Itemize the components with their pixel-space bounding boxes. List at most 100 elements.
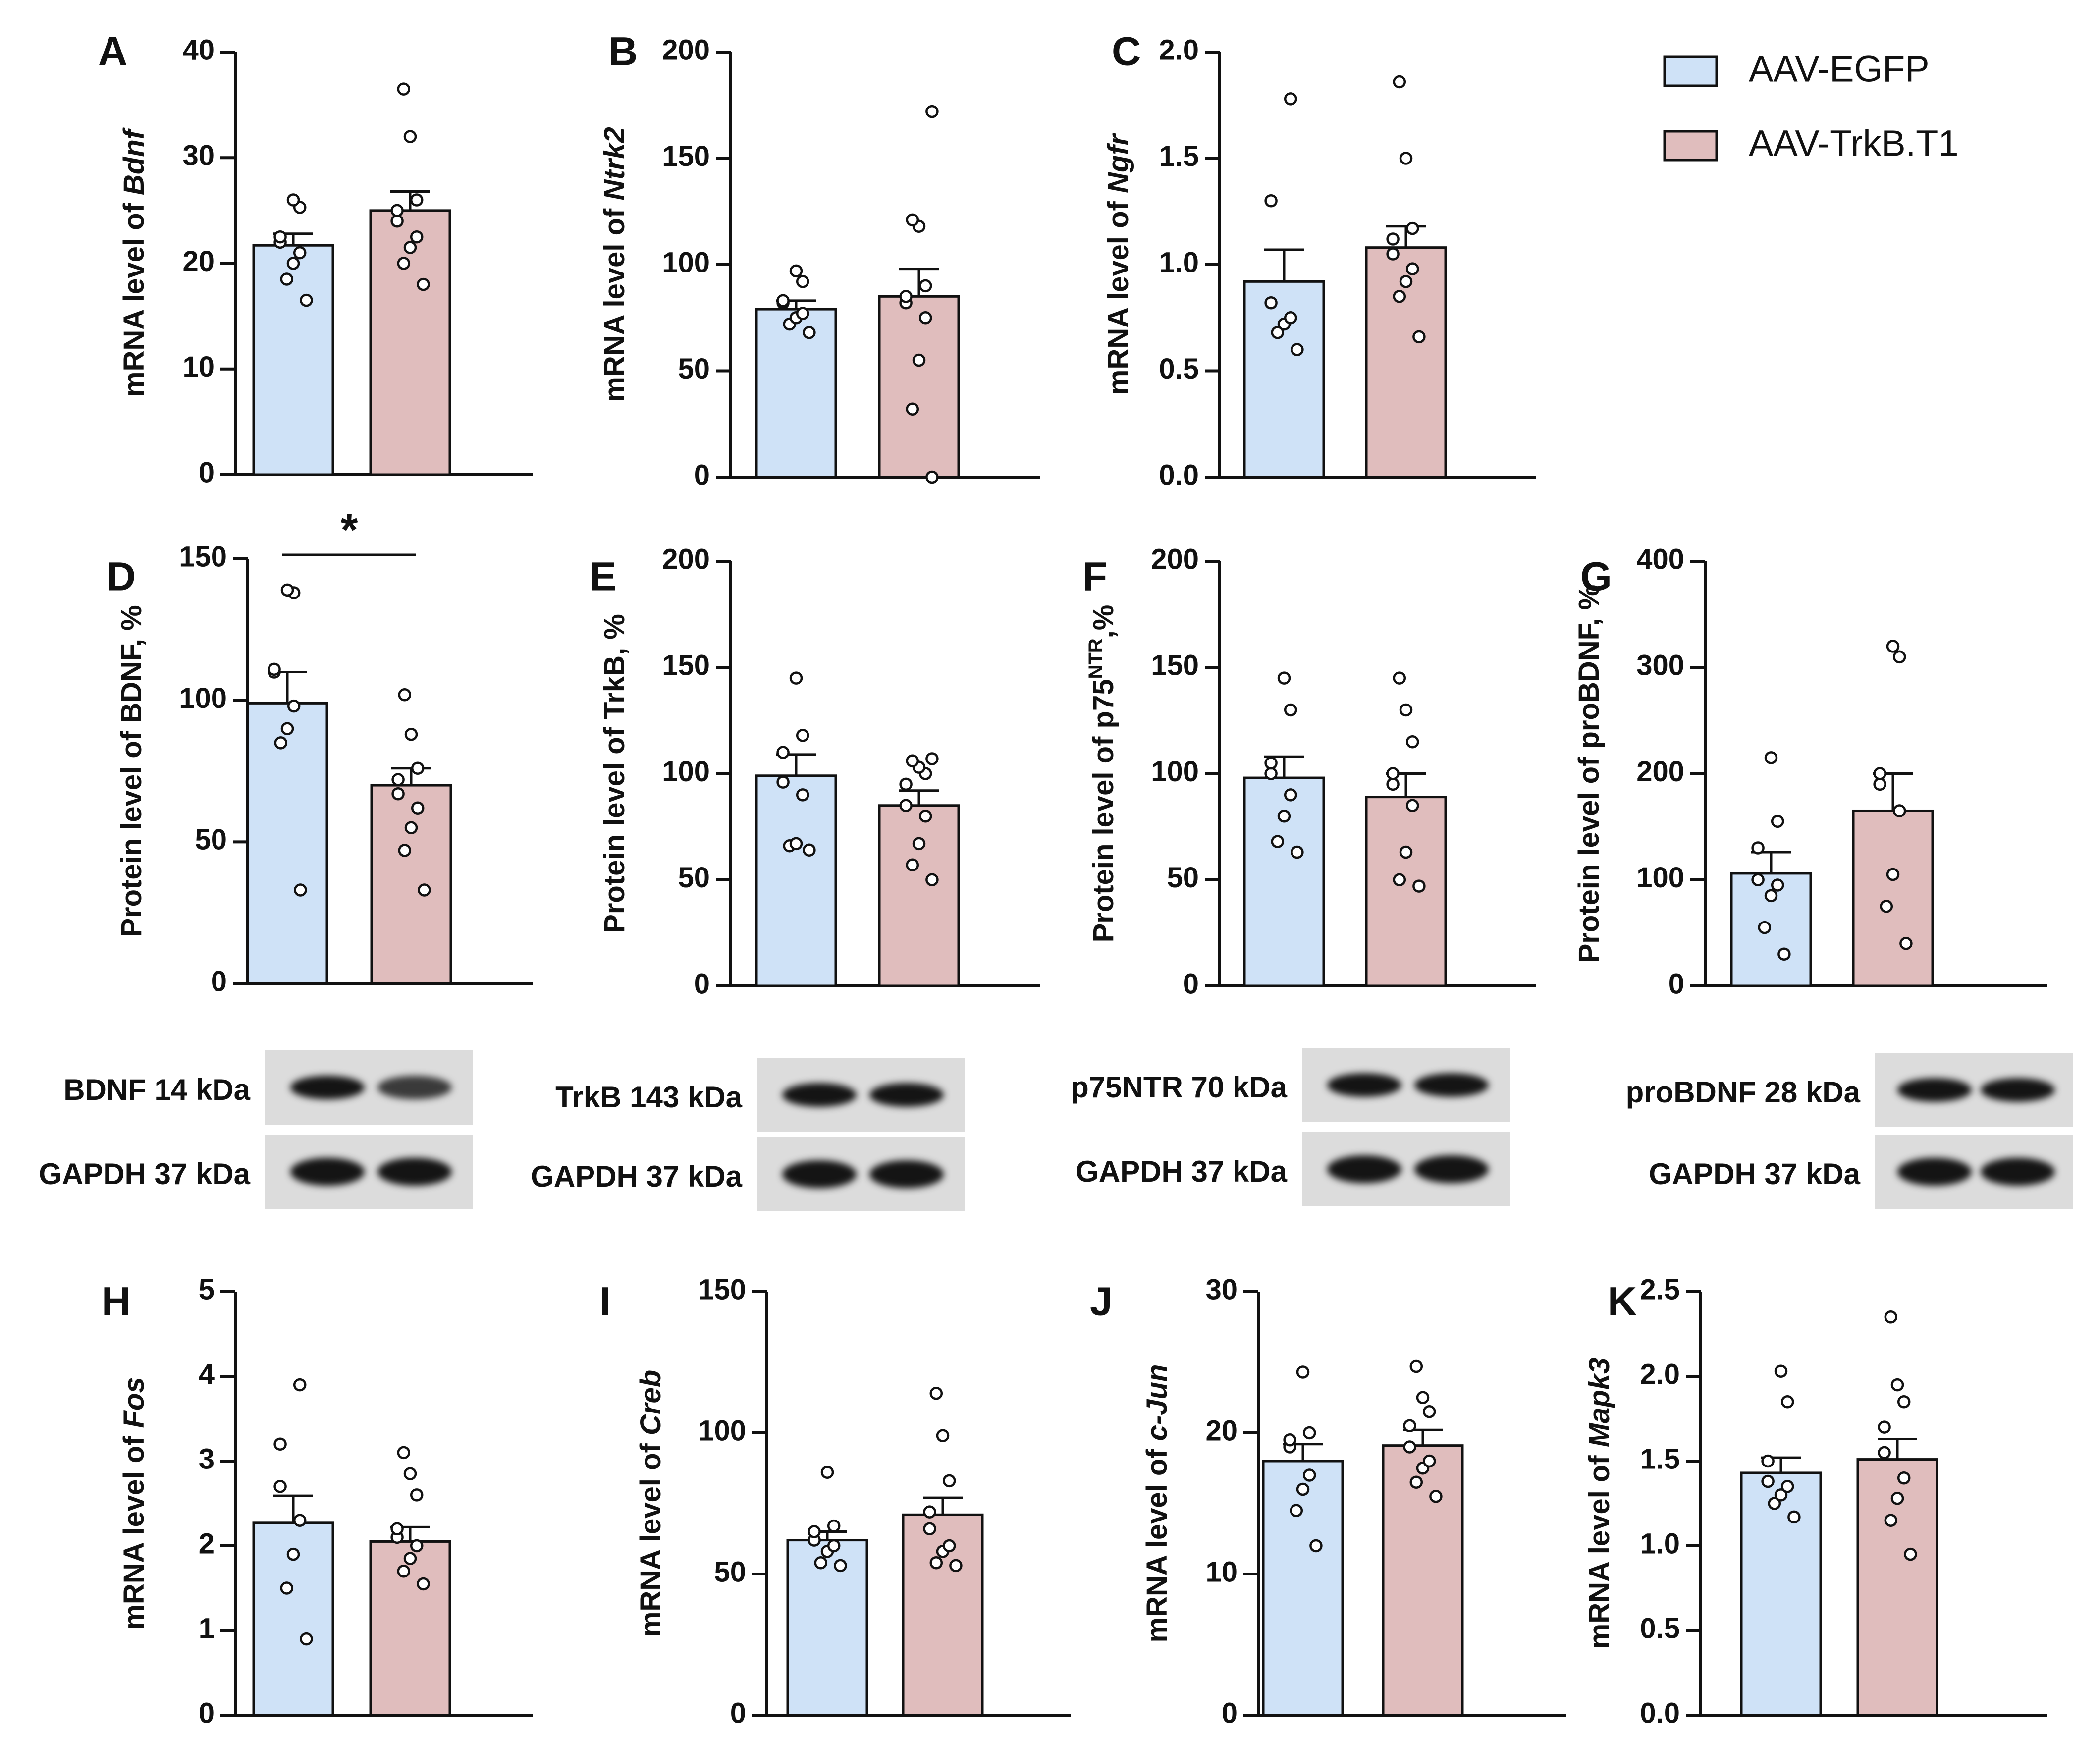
blot-band <box>782 1083 857 1107</box>
panel-h: H 0 1 2 3 4 5 mRNA level of Fos <box>102 1273 533 1729</box>
data-point <box>925 752 939 765</box>
panel-j: J 0 10 20 30 mRNA level of c-Jun <box>1090 1273 1566 1729</box>
data-point <box>1873 767 1886 780</box>
data-point <box>411 801 425 815</box>
blot-strip-bdnf-target <box>265 1050 473 1125</box>
y-tick-label: 0 <box>1222 1697 1238 1729</box>
y-label-post: ,% <box>1087 605 1120 639</box>
blot-band <box>377 1158 452 1186</box>
blot-band <box>1327 1155 1401 1183</box>
data-point <box>1393 671 1406 685</box>
data-point <box>1892 804 1906 817</box>
data-point <box>899 290 913 303</box>
bar-trkb <box>902 1513 984 1717</box>
data-point <box>390 1522 404 1536</box>
data-point <box>397 1446 411 1460</box>
data-point <box>1884 1514 1898 1527</box>
y-tick-label: 1.0 <box>1159 246 1199 278</box>
bar-trkb <box>878 295 960 479</box>
y-tick-label: 50 <box>678 353 710 385</box>
blot-band <box>782 1160 857 1188</box>
y-tick-label: 0 <box>694 968 710 1000</box>
blot-band <box>1327 1073 1401 1097</box>
data-point <box>925 470 939 484</box>
y-tick-label: 40 <box>182 34 215 66</box>
blot-band <box>290 1158 365 1186</box>
data-point <box>796 729 809 742</box>
data-point <box>300 1632 313 1646</box>
data-point <box>789 671 803 685</box>
data-point <box>803 326 816 339</box>
data-point <box>1897 1395 1911 1409</box>
data-point <box>1403 1419 1416 1432</box>
data-point <box>827 1519 841 1533</box>
y-axis-label: mRNA level of Fos <box>118 1377 150 1629</box>
data-point <box>820 1466 834 1479</box>
legend-label: AAV-EGFP <box>1749 49 1930 90</box>
y-tick-label: 0.0 <box>1640 1697 1680 1729</box>
data-point <box>1758 921 1772 934</box>
y-tick-label: 0 <box>211 965 227 997</box>
panel-letter: I <box>599 1279 611 1324</box>
significance-star: * <box>340 505 358 555</box>
data-point <box>280 1581 294 1595</box>
data-point <box>1780 1480 1794 1493</box>
y-tick-label: 0.0 <box>1159 459 1199 491</box>
data-point <box>925 873 939 886</box>
data-point <box>1751 841 1765 855</box>
data-point <box>1880 900 1893 913</box>
y-tick-label: 150 <box>662 140 710 172</box>
data-point <box>1886 640 1900 653</box>
blot-label-p75-target: p75NTR 70 kDa <box>1071 1071 1287 1104</box>
y-label-gene: Fos <box>118 1377 150 1428</box>
data-point <box>918 809 932 823</box>
data-point <box>1291 343 1304 356</box>
bar-trkb <box>878 804 960 987</box>
bar-trkb <box>1852 809 1934 987</box>
data-point <box>1771 815 1784 828</box>
blot-strip-p75-target <box>1302 1048 1510 1122</box>
data-point <box>1284 92 1297 106</box>
data-point <box>1777 947 1791 961</box>
data-point <box>286 1547 300 1561</box>
y-tick-label: 1 <box>199 1612 215 1644</box>
data-point <box>1787 1510 1801 1524</box>
y-tick-label: 100 <box>662 756 710 788</box>
blot-label-probdnf-target: proBDNF 28 kDa <box>1625 1076 1860 1109</box>
bar-egfp <box>786 1539 868 1717</box>
data-point <box>929 1556 943 1570</box>
data-point <box>789 837 803 851</box>
y-tick-label: 150 <box>1151 650 1199 682</box>
data-point <box>1422 1454 1436 1468</box>
y-label-text: mRNA level of <box>1141 1441 1173 1642</box>
data-point <box>1284 703 1297 717</box>
y-axis-label: mRNA level of Ngfr <box>1102 132 1134 395</box>
data-point <box>1412 879 1426 893</box>
data-point <box>1271 835 1285 848</box>
data-point <box>1290 1504 1303 1517</box>
data-point <box>1768 1497 1781 1510</box>
y-tick-label: 4 <box>199 1358 215 1390</box>
data-point <box>1277 809 1291 823</box>
data-point <box>834 1559 847 1573</box>
panel-letter: A <box>98 29 127 74</box>
blot-label-bdnf-control: GAPDH 37 kDa <box>39 1157 250 1191</box>
data-point <box>404 821 418 835</box>
data-point <box>294 883 307 897</box>
data-point <box>1284 311 1297 325</box>
data-point <box>390 204 404 217</box>
panel-letter: J <box>1090 1279 1113 1324</box>
data-point <box>906 858 919 872</box>
bar-egfp <box>1243 776 1325 987</box>
legend: AAV-EGFP AAV-TrkB.T1 <box>1663 49 1959 164</box>
y-tick-label: 0 <box>199 1697 215 1729</box>
data-point <box>1422 1405 1436 1418</box>
bar-egfp <box>1740 1471 1822 1717</box>
y-tick-label: 200 <box>1636 756 1684 788</box>
y-axis-label: mRNA level of Creb <box>635 1370 667 1637</box>
blot-strip-trkb-target <box>757 1058 965 1132</box>
y-tick-label: 400 <box>1636 543 1684 575</box>
data-point <box>1386 767 1400 780</box>
bar-egfp <box>755 774 837 987</box>
data-point <box>1405 799 1419 813</box>
